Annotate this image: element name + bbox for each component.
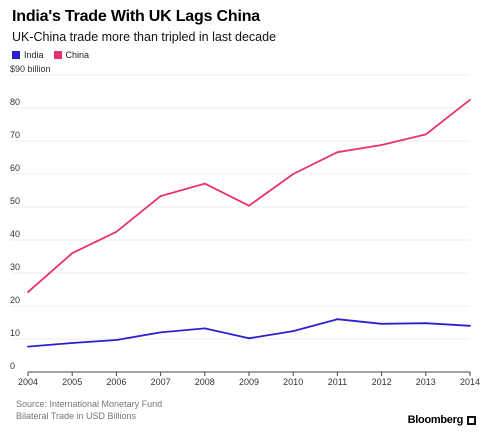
data-point-china	[115, 230, 118, 233]
data-point-india	[380, 322, 383, 325]
x-tick-label: 2007	[151, 377, 171, 387]
x-tick-label: 2011	[328, 377, 347, 387]
legend-item-india: India	[12, 50, 44, 60]
y-tick-label: 0	[10, 361, 15, 371]
data-point-china	[469, 98, 471, 101]
x-tick-label: 2014	[460, 377, 480, 387]
data-note: Bilateral Trade in USD Billions	[16, 411, 137, 421]
x-tick-label: 2008	[195, 377, 215, 387]
x-tick-label: 2004	[18, 377, 38, 387]
data-point-china	[248, 204, 250, 207]
data-point-china	[380, 144, 383, 146]
y-tick-label: 20	[10, 295, 20, 305]
y-tick-label: 60	[10, 163, 20, 173]
data-point-china	[159, 195, 162, 198]
chart-footer: Source: International Monetary Fund Bila…	[16, 398, 162, 422]
y-tick-label: 70	[10, 130, 20, 140]
data-point-india	[469, 324, 471, 327]
legend-item-china: China	[53, 50, 90, 60]
x-tick-label: 2013	[416, 377, 436, 387]
x-tick-label: 2006	[106, 377, 126, 387]
data-point-india	[292, 330, 295, 332]
series-line-china	[27, 99, 471, 293]
y-tick-label: 40	[10, 229, 20, 239]
x-tick-label: 2010	[283, 377, 303, 387]
data-point-india	[336, 318, 339, 321]
data-point-china	[336, 151, 339, 154]
y-tick-label: 50	[10, 196, 20, 206]
y-tick-label: $90 billion	[10, 64, 51, 74]
y-tick-label: 30	[10, 262, 20, 272]
data-point-india	[71, 342, 74, 344]
y-tick-label: 10	[10, 328, 20, 338]
chart-subtitle: UK-China trade more than tripled in last…	[12, 30, 277, 44]
chart-title: India's Trade With UK Lags China	[12, 8, 260, 25]
x-tick-label: 2009	[239, 377, 259, 387]
bloomberg-mark-icon	[467, 415, 476, 425]
x-tick-label: 2005	[62, 377, 82, 387]
data-point-india	[248, 337, 250, 340]
data-point-india	[424, 322, 427, 325]
series-line-india	[27, 318, 471, 348]
data-point-china	[424, 133, 427, 136]
brand-name: Bloomberg	[407, 414, 464, 426]
legend-label-china: China	[65, 50, 90, 60]
legend: India China	[12, 50, 89, 60]
x-tick-label: 2012	[372, 377, 392, 387]
data-point-india	[203, 327, 206, 330]
data-point-india	[159, 331, 162, 334]
data-point-china	[203, 182, 206, 185]
source-note: Source: International Monetary Fund	[16, 399, 163, 409]
brand-logo: Bloomberg	[408, 414, 476, 426]
data-point-china	[292, 173, 295, 175]
data-point-india	[115, 339, 118, 341]
data-point-china	[27, 291, 29, 294]
data-point-china	[71, 252, 74, 255]
data-point-india	[27, 345, 29, 348]
legend-label-india: India	[24, 50, 44, 60]
y-tick-label: 80	[10, 97, 20, 107]
legend-swatch-india	[12, 51, 20, 59]
legend-swatch-china	[53, 51, 62, 59]
